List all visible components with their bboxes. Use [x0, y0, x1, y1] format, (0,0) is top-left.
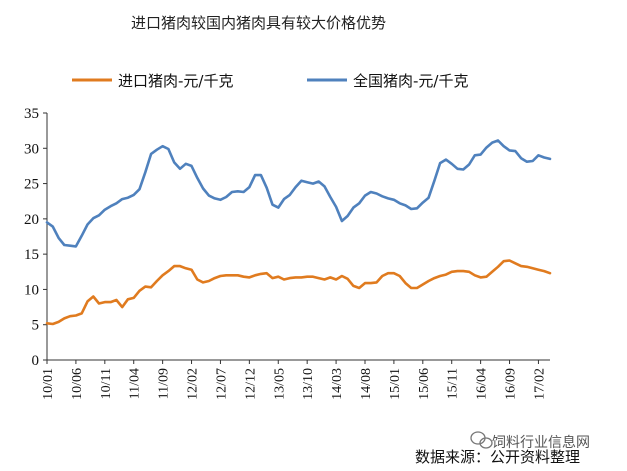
legend-label-domestic: 全国猪肉-元/千克	[353, 72, 468, 90]
y-axis: 0 5 10 15 20 25 30 35	[24, 106, 48, 369]
y-tick-label: 25	[24, 177, 39, 193]
x-tick-label: 12/07	[214, 368, 229, 400]
series-line-domestic	[45, 139, 552, 248]
legend-label-imported: 进口猪肉-元/千克	[118, 72, 233, 90]
x-tick-label: 14/03	[330, 368, 345, 400]
x-tick-label: 10/01	[41, 368, 56, 400]
y-tick-label: 5	[32, 318, 40, 334]
chart-title: 进口猪肉较国内猪肉具有较大价格优势	[131, 14, 386, 32]
wechat-icon	[470, 431, 493, 449]
x-tick-label: 16/09	[504, 368, 519, 400]
x-tick-label: 17/02	[532, 368, 547, 400]
y-tick-label: 20	[24, 212, 39, 228]
x-tick-label: 11/09	[157, 368, 172, 399]
source-note: 数据来源：公开资料整理	[415, 448, 580, 466]
x-tick-label: 16/04	[475, 368, 490, 400]
x-tick-label: 12/02	[186, 368, 201, 400]
x-tick-label: 13/10	[301, 368, 316, 400]
y-tick-label: 15	[24, 247, 39, 263]
watermark: 饲料行业信息网	[470, 431, 590, 451]
y-tick-label: 30	[24, 141, 39, 157]
x-tick-label: 11/04	[128, 368, 143, 399]
x-tick-label: 14/08	[359, 368, 374, 400]
x-axis: 10/01 10/06 10/11 11/04 11/09 12/02 12/07 12/12…	[41, 359, 550, 400]
series-group	[45, 139, 552, 326]
y-tick-label: 35	[24, 106, 39, 122]
y-tick-label: 10	[24, 282, 39, 298]
watermark-text: 饲料行业信息网	[492, 434, 590, 451]
series-line-imported	[45, 259, 552, 326]
x-tick-label: 15/01	[388, 368, 403, 400]
legend: 进口猪肉-元/千克 全国猪肉-元/千克	[72, 72, 468, 90]
x-tick-label: 13/05	[272, 368, 287, 400]
x-tick-label: 15/11	[446, 368, 461, 399]
x-tick-label: 10/06	[70, 368, 85, 400]
x-tick-label: 15/06	[417, 368, 432, 400]
x-tick-label: 12/12	[243, 368, 258, 400]
y-tick-label: 0	[32, 353, 40, 369]
x-tick-label: 10/11	[99, 368, 114, 399]
